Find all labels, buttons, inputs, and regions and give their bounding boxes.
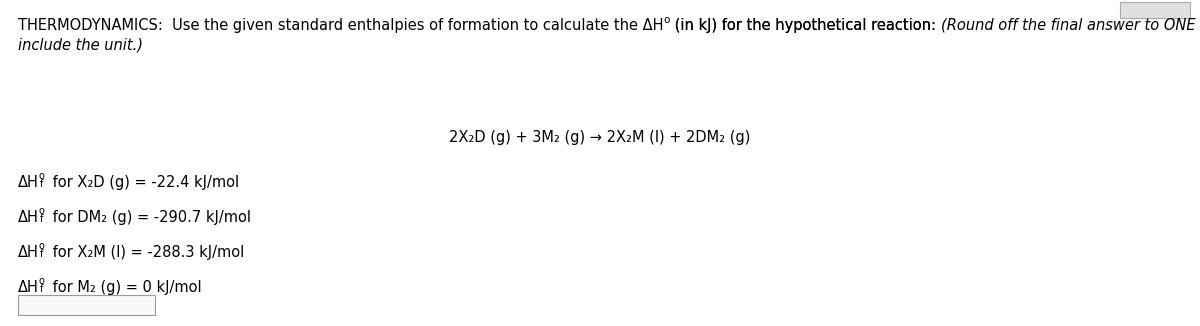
Text: for DM₂ (g) = -290.7 kJ/mol: for DM₂ (g) = -290.7 kJ/mol	[48, 210, 251, 225]
Text: ΔH: ΔH	[18, 245, 38, 260]
Text: (in kJ) for the hypothetical reaction:: (in kJ) for the hypothetical reaction:	[671, 18, 941, 33]
Text: o: o	[38, 276, 44, 286]
Text: (Round off the final answer to ONE decimal place.  Do not: (Round off the final answer to ONE decim…	[941, 18, 1200, 33]
Text: f: f	[40, 179, 43, 189]
Text: ΔH: ΔH	[18, 175, 38, 190]
Text: (in kJ) for the hypothetical reaction:: (in kJ) for the hypothetical reaction:	[671, 18, 941, 33]
Text: o: o	[38, 206, 44, 216]
Text: f: f	[40, 214, 43, 224]
Text: for X₂D (g) = -22.4 kJ/mol: for X₂D (g) = -22.4 kJ/mol	[48, 175, 239, 190]
Text: 2X₂D (g) + 3M₂ (g) → 2X₂M (l) + 2DM₂ (g): 2X₂D (g) + 3M₂ (g) → 2X₂M (l) + 2DM₂ (g)	[449, 130, 751, 145]
Polygon shape	[1120, 2, 1190, 18]
Text: THERMODYNAMICS:  Use the given standard enthalpies of formation to calculate the: THERMODYNAMICS: Use the given standard e…	[18, 18, 664, 33]
Text: o: o	[38, 171, 44, 181]
Text: for M₂ (g) = 0 kJ/mol: for M₂ (g) = 0 kJ/mol	[48, 280, 202, 295]
Text: o: o	[664, 15, 670, 25]
Text: f: f	[40, 249, 43, 259]
Text: ΔH: ΔH	[18, 210, 38, 225]
Text: ΔH: ΔH	[18, 280, 38, 295]
Polygon shape	[18, 295, 155, 315]
Text: for X₂M (l) = -288.3 kJ/mol: for X₂M (l) = -288.3 kJ/mol	[48, 245, 244, 260]
Text: o: o	[38, 241, 44, 251]
Text: f: f	[40, 284, 43, 294]
Text: include the unit.): include the unit.)	[18, 38, 143, 53]
